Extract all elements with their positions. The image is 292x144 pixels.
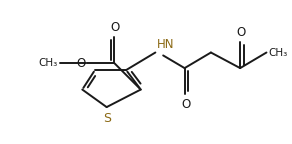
- Text: O: O: [237, 26, 246, 39]
- Text: HN: HN: [157, 38, 175, 51]
- Text: S: S: [104, 112, 112, 125]
- Text: CH₃: CH₃: [268, 48, 288, 57]
- Text: O: O: [111, 21, 120, 34]
- Text: O: O: [181, 98, 190, 111]
- Text: CH₃: CH₃: [39, 58, 58, 68]
- Text: O: O: [76, 57, 85, 70]
